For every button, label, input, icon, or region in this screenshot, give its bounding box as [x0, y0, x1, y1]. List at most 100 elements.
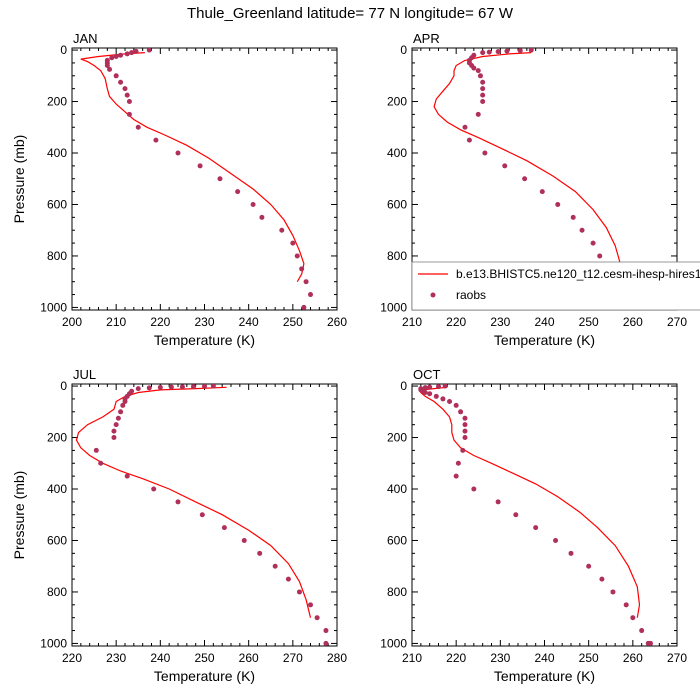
- x-tick-label: 260: [239, 651, 259, 665]
- panel-title: JUL: [73, 367, 96, 382]
- raobs-point: [462, 415, 468, 421]
- raobs-point: [122, 399, 128, 405]
- y-tick-label: 800: [387, 585, 407, 599]
- raobs-point: [290, 240, 296, 246]
- raobs-point: [539, 189, 545, 195]
- raobs-point: [285, 576, 291, 582]
- raobs-point: [115, 415, 121, 421]
- x-tick-label: 210: [402, 651, 422, 665]
- raobs-point: [118, 79, 124, 85]
- raobs-point: [455, 460, 461, 466]
- plot-area: [433, 48, 623, 310]
- raobs-point: [579, 227, 585, 233]
- raobs-point: [124, 473, 130, 479]
- raobs-point: [301, 304, 307, 310]
- panel-oct: 210 220 230 240 250 260 270 0 200 400 600 800 1000 OC…: [380, 367, 687, 684]
- x-tick-label: 250: [283, 315, 303, 329]
- raobs-point: [462, 435, 468, 441]
- raobs-point: [157, 384, 163, 390]
- raobs-point: [217, 176, 223, 182]
- raobs-point: [135, 386, 141, 392]
- raobs-point: [126, 111, 132, 117]
- panel-title: JAN: [73, 31, 98, 46]
- raobs-point: [453, 402, 459, 408]
- raobs-point: [168, 384, 174, 390]
- y-tick-label: 0: [60, 43, 67, 57]
- x-tick-label: 230: [194, 315, 214, 329]
- plot-area: [80, 48, 313, 310]
- y-tick-label: 800: [47, 585, 67, 599]
- y-tick-label: 0: [60, 379, 67, 393]
- y-axis-label: Pressure (mb): [11, 135, 27, 224]
- raobs-point: [462, 124, 468, 130]
- x-tick-label: 270: [667, 315, 687, 329]
- raobs-point: [294, 253, 300, 259]
- x-tick-label: 250: [194, 651, 214, 665]
- raobs-point: [460, 447, 466, 453]
- x-tick-label: 260: [623, 651, 643, 665]
- raobs-point: [323, 640, 329, 646]
- raobs-point: [630, 615, 636, 621]
- legend: b.e13.BHISTC5.ne120_t12.cesm-ihesp-hires…: [411, 261, 700, 311]
- x-tick-label: 270: [283, 651, 303, 665]
- raobs-point: [504, 48, 510, 54]
- raobs-point: [639, 628, 645, 634]
- raobs-point: [422, 389, 428, 395]
- x-tick-label: 280: [327, 651, 347, 665]
- raobs-point: [568, 550, 574, 556]
- x-axis-label: Temperature (K): [154, 668, 255, 684]
- model-profile-line: [419, 386, 641, 618]
- raobs-point: [151, 486, 157, 492]
- y-tick-label: 0: [400, 43, 407, 57]
- x-axis-label: Temperature (K): [154, 332, 255, 348]
- x-tick-label: 260: [327, 315, 347, 329]
- raobs-point: [272, 563, 278, 569]
- raobs-point: [590, 240, 596, 246]
- raobs-point: [427, 384, 433, 390]
- raobs-point: [462, 422, 468, 428]
- raobs-point: [241, 537, 247, 543]
- plot-frame: [71, 47, 338, 311]
- x-tick-label: 240: [534, 651, 554, 665]
- legend-marker-swatch: [430, 292, 436, 298]
- raobs-point: [477, 73, 483, 79]
- y-tick-label: 200: [387, 95, 407, 109]
- y-tick-label: 1000: [40, 300, 67, 314]
- raobs-point: [113, 422, 119, 428]
- raobs-point: [447, 399, 453, 405]
- raobs-point: [175, 499, 181, 505]
- raobs-point: [179, 384, 185, 390]
- raobs-point: [111, 435, 117, 441]
- legend-box: [411, 261, 700, 311]
- x-tick-label: 220: [150, 315, 170, 329]
- raobs-point: [113, 73, 119, 79]
- raobs-point: [235, 189, 241, 195]
- raobs-point: [259, 214, 265, 220]
- raobs-point: [586, 563, 592, 569]
- raobs-point: [648, 640, 653, 646]
- raobs-point: [199, 512, 205, 518]
- raobs-point: [427, 391, 433, 397]
- raobs-point: [107, 66, 113, 72]
- raobs-point: [124, 92, 130, 98]
- raobs-point: [471, 486, 477, 492]
- panel-jan: 200 210 220 230 240 250 260 0 200 400 600 800 1000 JA…: [11, 31, 347, 348]
- raobs-point: [122, 86, 128, 92]
- raobs-point: [486, 49, 492, 55]
- y-tick-label: 200: [47, 95, 67, 109]
- raobs-point: [120, 402, 126, 408]
- raobs-point: [555, 201, 561, 207]
- raobs-point: [480, 79, 486, 85]
- plot-area: [75, 384, 329, 646]
- raobs-point: [221, 525, 227, 531]
- y-tick-label: 400: [387, 482, 407, 496]
- raobs-point: [522, 176, 528, 182]
- y-tick-label: 200: [387, 431, 407, 445]
- y-tick-label: 600: [47, 533, 67, 547]
- x-tick-label: 240: [150, 651, 170, 665]
- raobs-point: [210, 384, 216, 389]
- raobs-point: [190, 384, 196, 390]
- raobs-point: [553, 537, 559, 543]
- raobs-point: [466, 137, 472, 143]
